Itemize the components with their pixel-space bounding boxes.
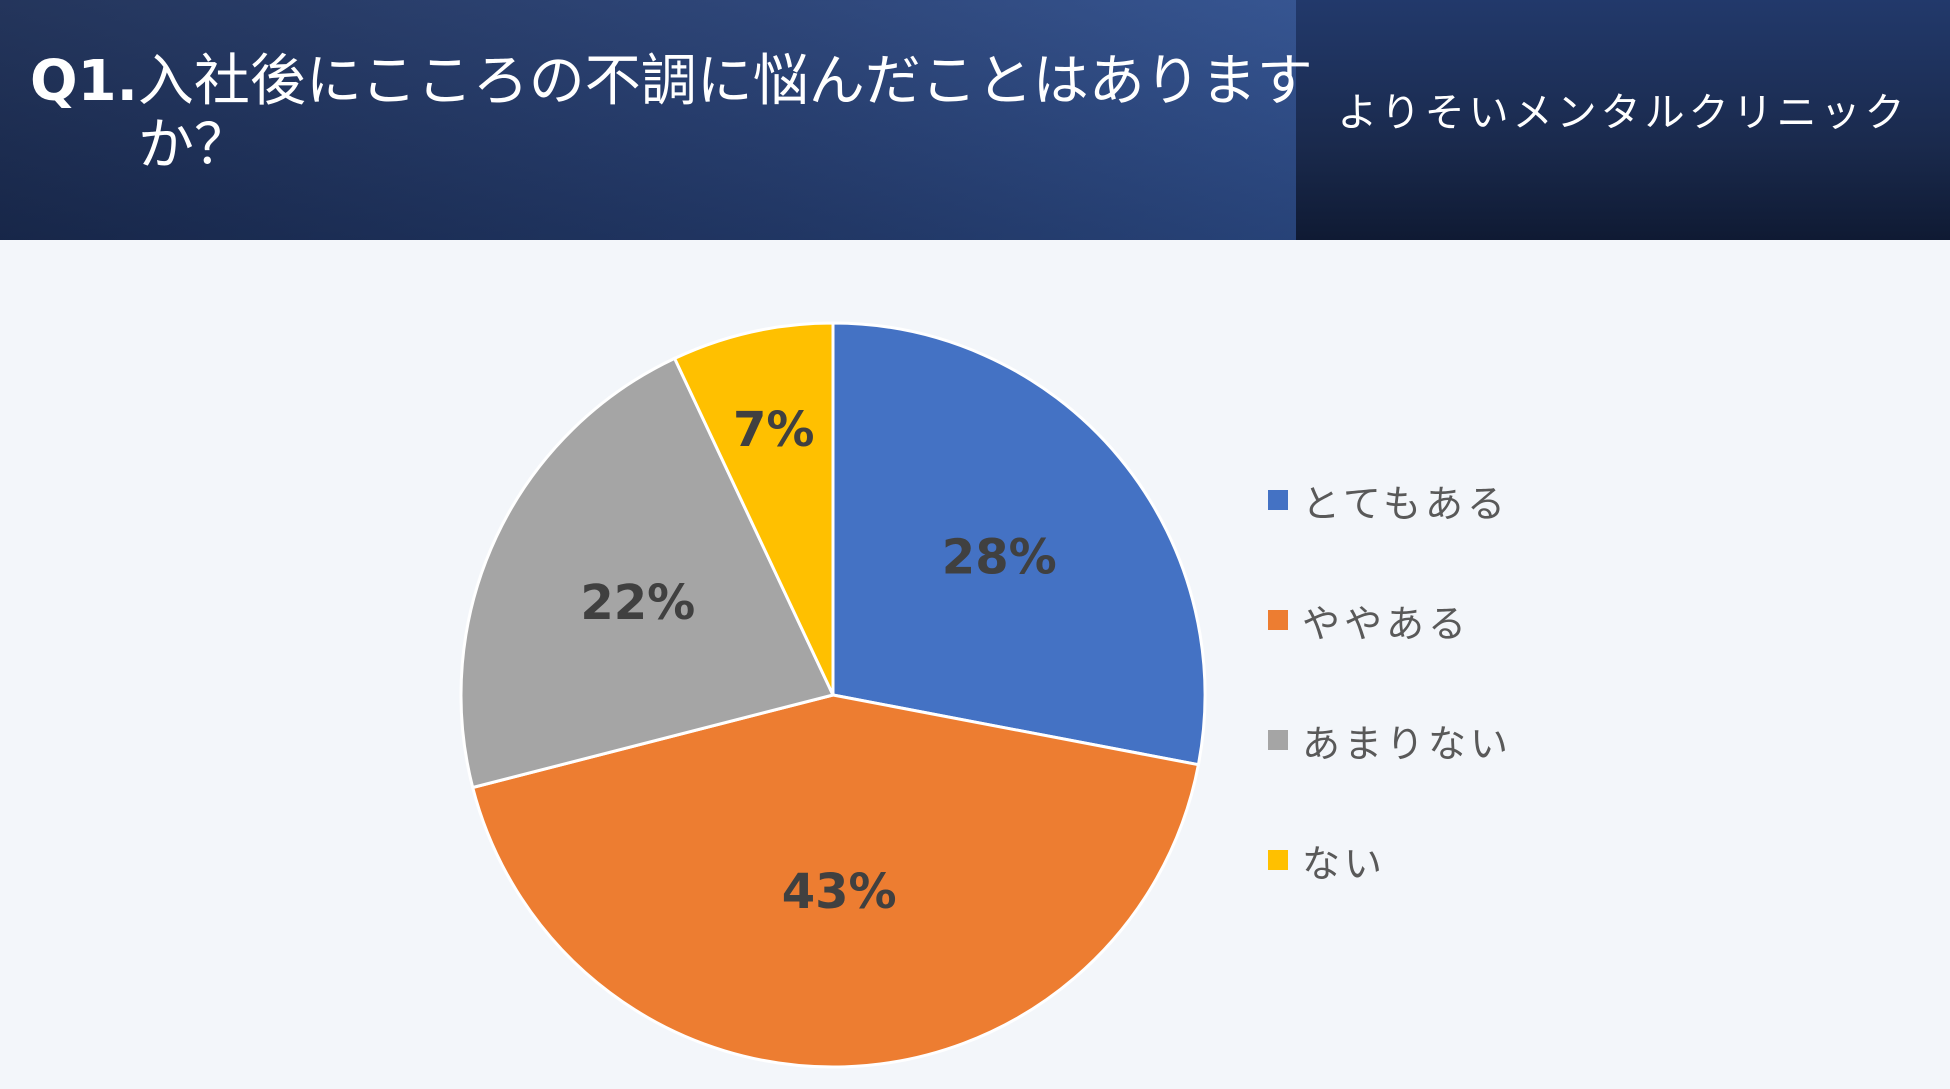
- pie-data-labels: 28% 43% 22% 7%: [580, 402, 1056, 920]
- legend-swatch: [1268, 610, 1288, 630]
- pie-data-label-3: 7%: [733, 402, 815, 458]
- question-number: Q1.: [30, 49, 138, 114]
- question-title: Q1.入社後にこころの不調に悩んだことはありますか？: [30, 50, 1378, 178]
- legend-item-1: ややある: [1268, 600, 1512, 646]
- pie-chart: 28% 43% 22% 7%: [459, 321, 1207, 1069]
- legend-label: ややある: [1302, 601, 1471, 646]
- legend-label: ない: [1302, 841, 1387, 886]
- pie-slice-2: [459, 356, 836, 790]
- header-org-panel: [1296, 0, 1950, 240]
- legend-item-0: とてもある: [1268, 480, 1512, 526]
- pie-slices: [459, 321, 1207, 1069]
- pie-data-label-1: 43%: [782, 864, 897, 920]
- legend-swatch: [1268, 490, 1288, 510]
- header-banner: Q1.入社後にこころの不調に悩んだことはありますか？ よりそいメンタルクリニック: [0, 0, 1950, 240]
- legend-item-3: ない: [1268, 840, 1512, 886]
- pie-data-label-0: 28%: [942, 529, 1057, 585]
- chart-legend: とてもある ややある あまりない ない: [1268, 480, 1512, 960]
- legend-label: とてもある: [1302, 481, 1509, 526]
- pie-slice-0: [831, 321, 1207, 767]
- header-title-panel: [0, 0, 1296, 240]
- legend-item-2: あまりない: [1268, 720, 1512, 766]
- legend-label: あまりない: [1302, 721, 1513, 766]
- pie-slice-1: [470, 693, 1201, 1069]
- pie-data-label-2: 22%: [580, 575, 695, 631]
- pie-slice-3: [672, 321, 835, 696]
- legend-swatch: [1268, 850, 1288, 870]
- legend-swatch: [1268, 730, 1288, 750]
- organization-name: よりそいメンタルクリニック: [1337, 90, 1909, 136]
- question-text: 入社後にこころの不調に悩んだことはありますか？: [137, 49, 1313, 178]
